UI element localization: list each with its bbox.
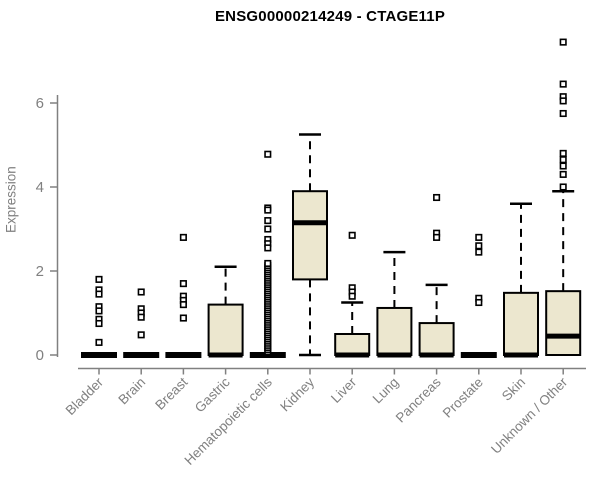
outlier-point	[433, 233, 441, 241]
x-category-label: Unknown / Other	[488, 374, 571, 457]
outlier-point	[179, 233, 187, 241]
y-tick-label: 4	[36, 179, 44, 196]
box-group-bladder: Bladder	[63, 275, 117, 418]
outlier-point	[95, 275, 103, 283]
box-rect	[503, 291, 539, 356]
outlier-point	[179, 301, 187, 309]
box-group-kidney: Kidney	[277, 133, 328, 414]
outlier-point	[433, 193, 441, 202]
outlier-point	[95, 338, 103, 346]
outlier-point	[264, 259, 272, 267]
box-rect	[376, 306, 413, 356]
box-rect	[418, 322, 455, 356]
outlier-point	[348, 231, 356, 239]
x-category-label: Gastric	[192, 374, 233, 415]
outlier-point	[179, 314, 187, 322]
box-group-breast: Breast	[152, 233, 202, 413]
outlier-point	[559, 80, 567, 88]
x-category-label: Lung	[370, 375, 402, 407]
outlier-point	[95, 319, 103, 328]
y-tick-label: 0	[36, 347, 44, 364]
outlier-point	[137, 288, 145, 296]
box-rect	[292, 190, 328, 281]
x-category-label: Skin	[499, 375, 528, 404]
outlier-point	[559, 183, 567, 191]
outlier-point	[475, 298, 483, 307]
outlier-point	[264, 206, 272, 214]
y-tick-label: 2	[36, 263, 44, 280]
outlier-point	[559, 156, 567, 164]
outlier-point	[137, 331, 145, 339]
box-group-liver: Liver	[328, 231, 371, 406]
x-category-label: Bladder	[63, 374, 107, 418]
outlier-point	[559, 38, 567, 46]
box-rect	[334, 333, 371, 356]
outlier-point	[264, 225, 272, 233]
box-group-skin: Skin	[499, 202, 539, 404]
outlier-point	[559, 170, 567, 178]
outlier-point	[559, 97, 567, 105]
x-category-label: Liver	[328, 374, 360, 406]
outlier-point	[475, 242, 483, 250]
box-group-lung: Lung	[370, 250, 413, 407]
x-category-label: Pancreas	[393, 374, 444, 425]
box-group-gastric: Gastric	[192, 265, 244, 415]
outlier-point	[95, 290, 103, 298]
x-category-label: Prostate	[440, 375, 486, 421]
outlier-point	[475, 233, 483, 241]
y-tick-label: 6	[36, 95, 44, 112]
outlier-point	[348, 292, 356, 300]
box-rect	[207, 303, 244, 357]
x-category-label: Breast	[152, 374, 190, 412]
box-group-brain: Brain	[115, 288, 160, 408]
x-category-label: Brain	[115, 375, 148, 408]
chart-title: ENSG00000214249 - CTAGE11P	[214, 8, 446, 25]
outlier-point	[559, 109, 567, 118]
outlier-point	[559, 149, 567, 157]
outlier-point	[264, 217, 272, 225]
outlier-point	[559, 162, 567, 170]
outlier-point	[264, 244, 272, 252]
outlier-point	[475, 248, 483, 256]
outlier-point	[95, 307, 103, 315]
outlier-point	[264, 150, 272, 158]
box-rect	[545, 290, 582, 357]
outlier-point	[137, 313, 145, 321]
x-category-label: Kidney	[277, 374, 317, 414]
outlier-point	[179, 280, 187, 288]
